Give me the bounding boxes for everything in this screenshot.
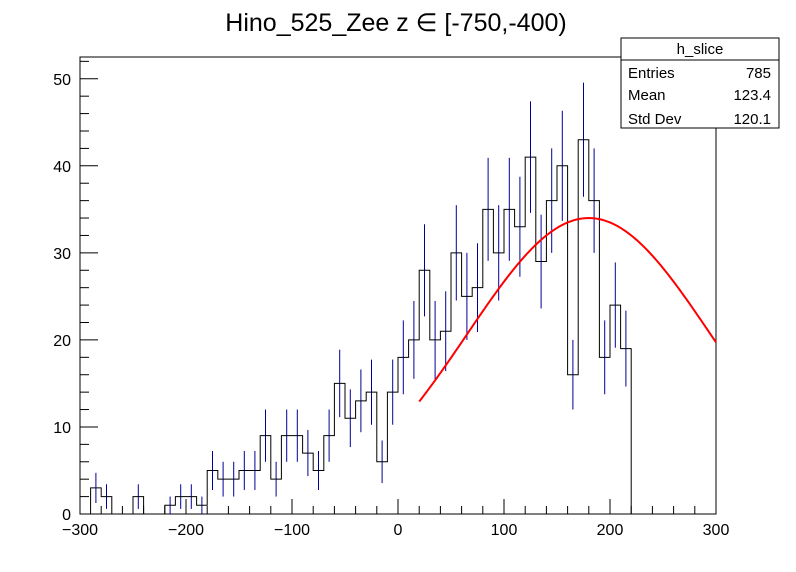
y-tick-label: 30 bbox=[53, 246, 71, 263]
x-tick-label: 100 bbox=[491, 522, 518, 539]
y-tick-label: 10 bbox=[53, 420, 71, 437]
fit-curve bbox=[418, 217, 717, 403]
stats-box-frame bbox=[620, 37, 780, 129]
y-tick-label: 0 bbox=[62, 507, 71, 524]
y-axis-ticks: 0 10 20 30 40 50 bbox=[53, 72, 98, 524]
x-tick-label: −300 bbox=[62, 522, 98, 539]
stats-mean-label: Mean bbox=[628, 87, 666, 104]
y-tick-label: 20 bbox=[53, 333, 71, 350]
stats-entries-label: Entries bbox=[628, 65, 675, 82]
stats-stddev-value: 120.1 bbox=[733, 111, 771, 128]
stats-box-title: h_slice bbox=[677, 41, 724, 58]
chart-title: Hino_525_Zee z ∈ [-750,-400) bbox=[225, 9, 566, 37]
x-tick-label: −100 bbox=[274, 522, 310, 539]
histogram-outline bbox=[80, 139, 716, 515]
x-tick-label: 0 bbox=[394, 522, 403, 539]
x-tick-label: 300 bbox=[703, 522, 730, 539]
stats-box: h_slice Entries 785 Mean 123.4 Std Dev 1… bbox=[620, 37, 780, 129]
x-tick-label: 200 bbox=[597, 522, 624, 539]
x-axis-ticks: −300 −200 −100 0 100 200 300 bbox=[62, 499, 729, 539]
x-tick-label: −200 bbox=[168, 522, 204, 539]
stats-stddev-label: Std Dev bbox=[628, 111, 682, 128]
error-bars bbox=[95, 82, 627, 514]
y-tick-label: 40 bbox=[53, 159, 71, 176]
histogram-bins bbox=[91, 140, 632, 514]
stats-entries-value: 785 bbox=[746, 65, 771, 82]
stats-mean-value: 123.4 bbox=[733, 87, 771, 104]
y-tick-label: 50 bbox=[53, 72, 71, 89]
